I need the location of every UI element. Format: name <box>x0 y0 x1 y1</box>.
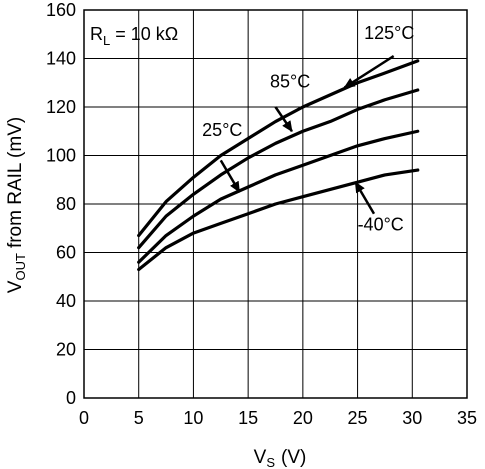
y-axis-title-rest: from RAIL (mV) <box>5 117 26 248</box>
x-tick-label: 25 <box>348 408 368 428</box>
y-axis-title-main: V <box>5 280 26 293</box>
annotations: 125°C 85°C 25°C -40°C <box>202 23 414 235</box>
series-arrow-2 <box>219 159 241 193</box>
x-tick-label: 30 <box>402 408 422 428</box>
condition-sub: L <box>103 33 110 48</box>
x-axis-title: VS (V) <box>254 447 307 469</box>
condition-label: RL = 10 kΩ <box>90 24 178 48</box>
series-label-0: 125°C <box>364 23 414 43</box>
y-tick-label: 20 <box>56 340 76 360</box>
y-tick-labels: 0 20 40 60 80 100 120 140 160 <box>46 0 76 408</box>
condition-value: = 10 kΩ <box>115 24 178 44</box>
series-arrow-0 <box>343 55 395 89</box>
y-tick-label: 60 <box>56 243 76 263</box>
series-label-2: 25°C <box>202 120 242 140</box>
x-tick-label: 10 <box>183 408 203 428</box>
x-axis-title-sub: S <box>266 455 275 469</box>
x-tick-label: 0 <box>79 408 89 428</box>
y-tick-label: 80 <box>56 194 76 214</box>
x-axis-title-main: V <box>254 447 267 468</box>
y-tick-label: 100 <box>46 146 76 166</box>
plot-frame <box>83 9 468 399</box>
y-axis-title-sub: OUT <box>13 253 28 281</box>
y-axis-title: VOUT from RAIL (mV) <box>5 117 28 293</box>
series-label-3: -40°C <box>358 215 404 235</box>
series-group <box>137 59 420 272</box>
series-arrow-1 <box>274 106 293 133</box>
y-tick-label: 120 <box>46 97 76 117</box>
x-tick-labels: 0 5 10 15 20 25 30 35 <box>79 408 477 428</box>
series-line-3 <box>137 168 420 272</box>
x-tick-label: 35 <box>457 408 477 428</box>
series-line-2 <box>137 129 420 264</box>
y-tick-label: 160 <box>46 0 76 20</box>
y-tick-label: 0 <box>66 388 76 408</box>
series-arrow-3 <box>354 181 376 215</box>
y-tick-label: 40 <box>56 291 76 311</box>
y-tick-label: 140 <box>46 49 76 69</box>
condition-r: R <box>90 24 103 44</box>
x-tick-label: 20 <box>293 408 313 428</box>
x-tick-label: 15 <box>238 408 258 428</box>
series-label-1: 85°C <box>270 72 310 92</box>
x-tick-label: 5 <box>134 408 144 428</box>
x-axis-title-unit: (V) <box>281 447 306 468</box>
series-line-1 <box>137 88 420 250</box>
series-line-0 <box>137 59 420 238</box>
